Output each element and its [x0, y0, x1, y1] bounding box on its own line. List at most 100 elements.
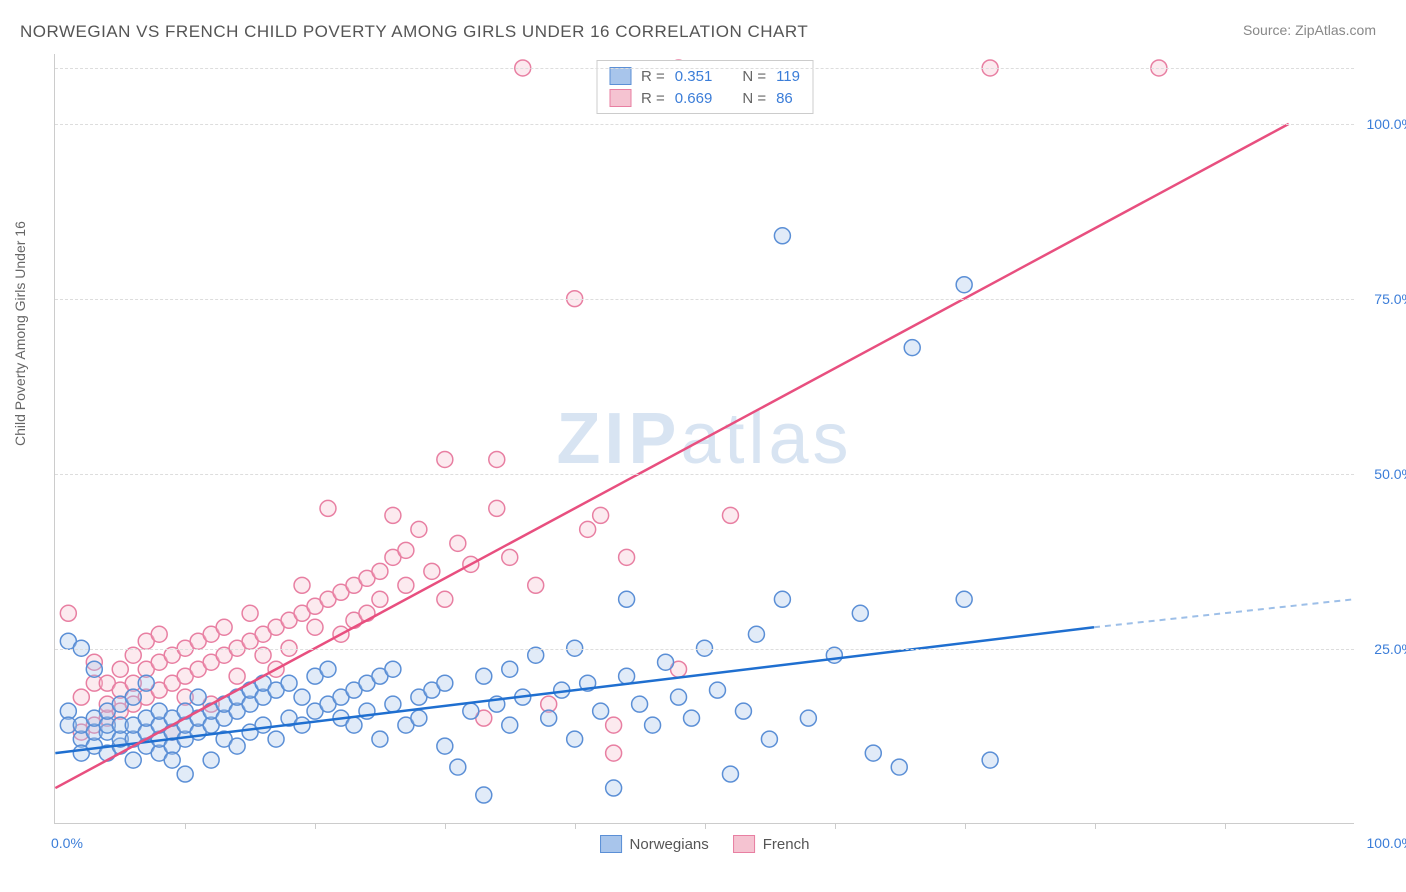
gridline [55, 299, 1354, 300]
x-tick [835, 823, 836, 829]
gridline [55, 649, 1354, 650]
x-tick [575, 823, 576, 829]
data-point [722, 766, 738, 782]
scatter-plot-svg [55, 54, 1354, 823]
data-point [307, 619, 323, 635]
data-point [424, 563, 440, 579]
gridline [55, 68, 1354, 69]
data-point [528, 577, 544, 593]
data-point [281, 675, 297, 691]
data-point [450, 759, 466, 775]
data-point [567, 731, 583, 747]
data-point [463, 703, 479, 719]
data-point [450, 535, 466, 551]
data-point [398, 577, 414, 593]
x-tick [185, 823, 186, 829]
data-point [800, 710, 816, 726]
data-point [294, 577, 310, 593]
legend-label-french: French [763, 836, 810, 853]
data-point [774, 228, 790, 244]
data-point [671, 689, 687, 705]
trend-line-extrapolated [1094, 599, 1354, 627]
gridline [55, 474, 1354, 475]
data-point [956, 591, 972, 607]
data-point [476, 668, 492, 684]
data-point [761, 731, 777, 747]
data-point [606, 745, 622, 761]
x-axis-min-label: 0.0% [51, 835, 83, 851]
r-value-norwegians: 0.351 [675, 68, 713, 85]
data-point [684, 710, 700, 726]
data-point [632, 696, 648, 712]
data-point [774, 591, 790, 607]
data-point [229, 668, 245, 684]
data-point [476, 787, 492, 803]
data-point [437, 591, 453, 607]
data-point [73, 689, 89, 705]
data-point [320, 661, 336, 677]
legend-label-norwegians: Norwegians [630, 836, 709, 853]
data-point [242, 605, 258, 621]
y-tick-label: 75.0% [1374, 291, 1406, 307]
x-tick [1095, 823, 1096, 829]
trend-line [55, 124, 1288, 788]
x-tick [445, 823, 446, 829]
data-point [606, 780, 622, 796]
data-point [489, 451, 505, 467]
data-point [268, 731, 284, 747]
data-point [437, 675, 453, 691]
data-point [372, 591, 388, 607]
chart-plot-area: ZIPatlas R = 0.351 N = 119 R = 0.669 N =… [54, 54, 1354, 824]
data-point [216, 619, 232, 635]
x-tick [315, 823, 316, 829]
data-point [411, 710, 427, 726]
data-point [658, 654, 674, 670]
data-point [385, 696, 401, 712]
data-point [372, 563, 388, 579]
data-point [385, 507, 401, 523]
data-point [748, 626, 764, 642]
data-point [619, 668, 635, 684]
legend-row-french: R = 0.669 N = 86 [609, 87, 800, 109]
data-point [904, 340, 920, 356]
swatch-norwegians [609, 67, 631, 85]
data-point [190, 689, 206, 705]
n-value-french: 86 [776, 90, 793, 107]
legend-item-norwegians: Norwegians [600, 835, 709, 853]
data-point [294, 689, 310, 705]
data-point [229, 738, 245, 754]
data-point [735, 703, 751, 719]
data-point [865, 745, 881, 761]
y-tick-label: 25.0% [1374, 641, 1406, 657]
x-tick [705, 823, 706, 829]
legend-item-french: French [733, 835, 810, 853]
y-axis-label: Child Poverty Among Girls Under 16 [12, 221, 28, 446]
swatch-norwegians [600, 835, 622, 853]
data-point [606, 717, 622, 733]
data-point [164, 752, 180, 768]
n-label: N = [742, 68, 766, 85]
x-axis-max-label: 100.0% [1367, 835, 1406, 851]
data-point [722, 507, 738, 523]
x-tick [965, 823, 966, 829]
gridline [55, 124, 1354, 125]
data-point [346, 717, 362, 733]
y-tick-label: 100.0% [1367, 116, 1406, 132]
data-point [138, 675, 154, 691]
data-point [320, 500, 336, 516]
data-point [593, 703, 609, 719]
data-point [489, 500, 505, 516]
data-point [255, 717, 271, 733]
data-point [372, 731, 388, 747]
data-point [437, 451, 453, 467]
data-point [203, 752, 219, 768]
data-point [580, 521, 596, 537]
data-point [852, 605, 868, 621]
data-point [60, 605, 76, 621]
data-point [502, 549, 518, 565]
data-point [112, 661, 128, 677]
source-attribution: Source: ZipAtlas.com [1243, 22, 1376, 38]
data-point [891, 759, 907, 775]
data-point [619, 591, 635, 607]
r-label: R = [641, 90, 665, 107]
